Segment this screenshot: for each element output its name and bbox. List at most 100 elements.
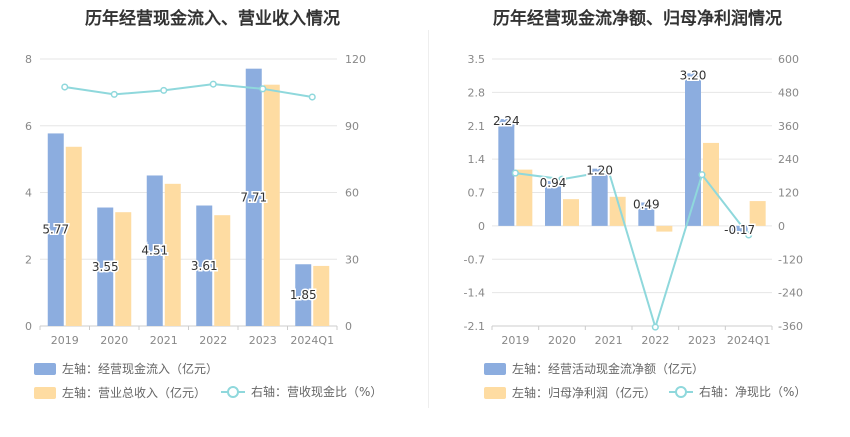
- y-tick-right: 0: [778, 220, 785, 233]
- data-label: 2.24: [493, 114, 520, 128]
- legend-item-net-cash[interactable]: 左轴：经营活动现金流净额（亿元）: [484, 360, 704, 377]
- data-label: 1.85: [290, 288, 317, 302]
- ratio-point: [308, 93, 316, 101]
- bar-blue: [295, 264, 312, 326]
- y-tick-right: 0: [345, 320, 352, 333]
- bar-blue: [638, 202, 655, 226]
- y-tick-right: 90: [345, 120, 359, 133]
- ratio-point: [745, 231, 753, 239]
- bar-blue: [498, 119, 515, 226]
- y-tick-right: 60: [345, 187, 359, 200]
- y-tick-left: 0.7: [468, 187, 486, 200]
- y-tick-right: -360: [778, 320, 803, 333]
- legend-item-ratio[interactable]: 右轴：营收现金比（%）: [221, 383, 382, 400]
- y-tick-right: -120: [778, 253, 803, 266]
- ratio-line: [64, 83, 313, 99]
- bar-blue: [97, 207, 114, 326]
- x-tick-label: 2021: [150, 334, 178, 347]
- y-tick-right: 120: [345, 53, 366, 66]
- y-tick-left: 4: [25, 187, 32, 200]
- bar-orange: [516, 169, 533, 226]
- legend-item-net-cash-ratio[interactable]: 右轴：净现比（%）: [669, 383, 806, 400]
- bar-orange: [703, 142, 719, 226]
- y-tick-left: 8: [25, 53, 32, 66]
- bar-orange: [609, 196, 626, 226]
- bar-blue: [545, 181, 561, 226]
- ratio-point: [511, 169, 519, 177]
- x-tick-label: 2024Q1: [290, 334, 334, 347]
- ratio-point: [651, 323, 659, 331]
- data-label: 0.94: [540, 176, 567, 190]
- x-tick-label: 2021: [595, 334, 623, 347]
- x-tick-label: 2019: [501, 334, 529, 347]
- y-tick-left: 2.1: [468, 120, 486, 133]
- x-tick-label: 2020: [548, 334, 576, 347]
- x-tick-label: 2023: [249, 334, 277, 347]
- data-label: 1.20: [586, 164, 613, 178]
- chart-plot: 0 2 4 6 8 0 30 60 90 120 2019 2020 2021 2022 2023 2024Q…: [25, 53, 366, 347]
- bar-blue: [146, 175, 163, 326]
- y-tick-left: 3.5: [468, 53, 486, 66]
- ratio-point: [110, 90, 118, 98]
- data-label: 3.20: [680, 68, 707, 82]
- legend-swatch-blue: [484, 363, 506, 375]
- legend-item-net-profit[interactable]: 左轴：归母净利润（亿元）: [484, 384, 656, 401]
- legend-swatch-blue: [34, 363, 56, 375]
- y-tick-left: 2.8: [468, 86, 486, 99]
- ratio-point: [558, 175, 566, 183]
- y-tick-right: 120: [778, 187, 799, 200]
- bar-orange: [656, 225, 673, 232]
- x-tick-label: 2023: [688, 334, 716, 347]
- bar-orange: [263, 84, 280, 326]
- bar-orange: [214, 215, 231, 326]
- x-tick-label: 2024Q1: [727, 334, 771, 347]
- ratio-point: [259, 85, 267, 93]
- chart-title: 历年经营现金流净额、归母净利润情况: [493, 9, 782, 29]
- y-tick-left: -2.1: [464, 320, 485, 333]
- bar-blue: [245, 68, 262, 327]
- y-tick-left: -0.7: [464, 253, 485, 266]
- y-tick-right: 240: [778, 153, 799, 166]
- bar-orange: [115, 212, 132, 326]
- x-tick-label: 2019: [51, 334, 79, 347]
- chart-panel-left: 历年经营现金流入、营业收入情况 0 2 4 6 8 0 30 60 90 120 2019 2020 2…: [25, 9, 382, 401]
- bar-orange: [164, 183, 181, 326]
- y-tick-right: 600: [778, 53, 799, 66]
- y-tick-left: -1.4: [464, 287, 485, 300]
- ratio-point: [605, 167, 613, 175]
- ratio-point: [209, 80, 217, 88]
- y-tick-right: 480: [778, 86, 799, 99]
- y-tick-right: -240: [778, 287, 803, 300]
- y-tick-left: 0: [478, 220, 485, 233]
- data-label: -0.17: [724, 223, 755, 237]
- y-tick-right: 360: [778, 120, 799, 133]
- x-tick-label: 2022: [641, 334, 669, 347]
- chart-plot: -2.1 -1.4 -0.7 0 0.7 1.4 2.1 2.8 3.5 -360 -240 -120…: [464, 53, 803, 347]
- data-label: 4.51: [141, 244, 168, 258]
- legend-item-cash-inflow[interactable]: 左轴：经营现金流入（亿元）: [34, 360, 218, 377]
- chart-title: 历年经营现金流入、营业收入情况: [85, 9, 340, 29]
- legend-swatch-orange: [484, 387, 506, 399]
- bar-orange: [313, 265, 330, 326]
- y-tick-right: 30: [345, 253, 359, 266]
- bar-orange: [65, 146, 82, 326]
- ratio-line: [515, 170, 750, 331]
- data-label: 0.49: [633, 198, 660, 212]
- legend-swatch-line: [221, 385, 245, 399]
- data-label: 7.71: [240, 190, 267, 204]
- bar-blue: [47, 133, 64, 326]
- data-label: 5.77: [42, 223, 69, 237]
- bar-orange: [749, 201, 766, 226]
- y-tick-left: 2: [25, 253, 32, 266]
- bar-blue: [731, 225, 748, 234]
- chart-panel-right: 历年经营现金流净额、归母净利润情况 -2.1 -1.4 -0.7 0 0.7 1.4 2.1…: [425, 0, 850, 437]
- data-label: 3.55: [92, 260, 119, 274]
- x-tick-label: 2022: [199, 334, 227, 347]
- panel-divider: [428, 30, 429, 408]
- legend-swatch-orange: [34, 387, 56, 399]
- bar-blue: [591, 168, 608, 226]
- legend-item-revenue[interactable]: 左轴：营业总收入（亿元）: [34, 384, 206, 401]
- ratio-point: [698, 171, 706, 179]
- bar-blue: [196, 205, 213, 326]
- legend-swatch-line: [669, 385, 693, 399]
